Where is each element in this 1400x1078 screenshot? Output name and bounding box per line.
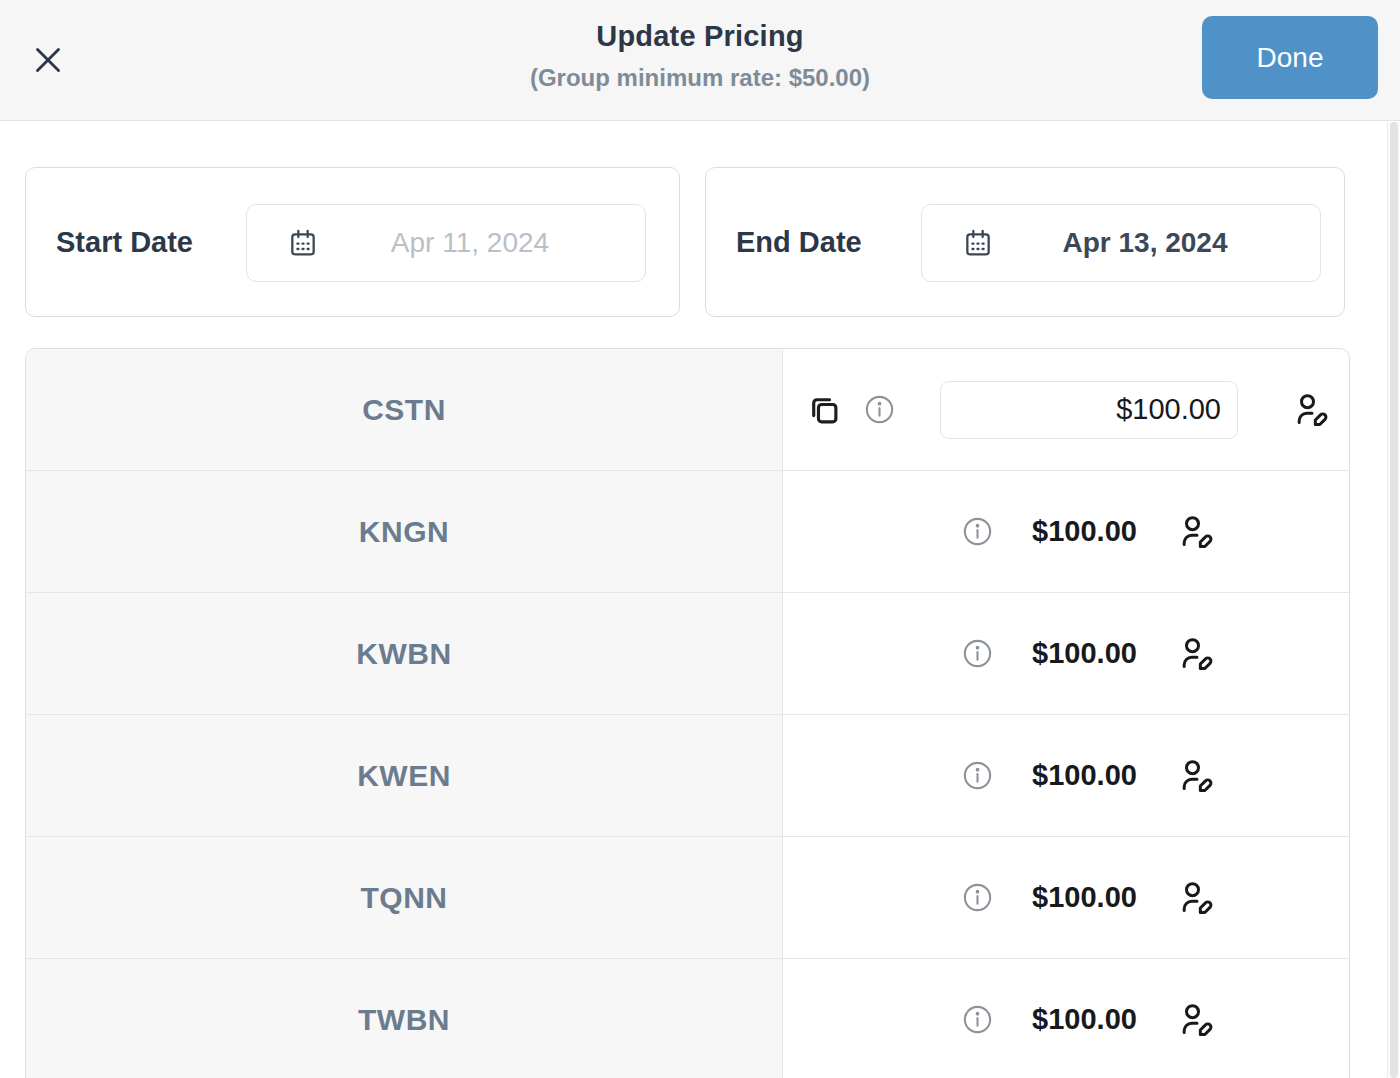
table-row: KWBN $100.00 bbox=[26, 593, 1349, 715]
price-info-button[interactable] bbox=[961, 881, 994, 914]
user-edit-icon bbox=[1290, 390, 1330, 430]
scrollbar-track[interactable] bbox=[1387, 122, 1400, 1078]
group-minimum-rate-subtitle: (Group minimum rate: $50.00) bbox=[200, 64, 1200, 92]
room-code-label: KWEN bbox=[357, 759, 451, 793]
copy-price-button[interactable] bbox=[805, 390, 843, 430]
end-date-value: Apr 13, 2024 bbox=[1015, 227, 1228, 259]
start-date-value: Apr 11, 2024 bbox=[343, 227, 549, 259]
price-info-button[interactable] bbox=[961, 759, 994, 792]
room-code-label: TQNN bbox=[361, 881, 448, 915]
price-input[interactable] bbox=[940, 381, 1238, 439]
edit-price-button[interactable] bbox=[1175, 512, 1215, 552]
calendar-icon bbox=[287, 226, 319, 260]
room-code-label: TWBN bbox=[358, 1003, 450, 1037]
user-edit-icon bbox=[1175, 634, 1215, 674]
room-code-cell: TQNN bbox=[26, 837, 783, 958]
info-icon bbox=[961, 1003, 994, 1036]
edit-price-button[interactable] bbox=[1175, 878, 1215, 918]
table-row: CSTN bbox=[26, 349, 1349, 471]
room-code-cell: KWBN bbox=[26, 593, 783, 714]
price-cell: $100.00 bbox=[805, 593, 1350, 714]
edit-price-button[interactable] bbox=[1175, 634, 1215, 674]
pricing-table: CSTNKNGN$100.00KWBN$100.00KWEN$100.00TQN… bbox=[25, 348, 1350, 1078]
title-block: Update Pricing (Group minimum rate: $50.… bbox=[200, 20, 1200, 92]
end-date-card: End Date Apr 13, 2024 bbox=[705, 167, 1345, 317]
scrollbar-thumb[interactable] bbox=[1390, 122, 1398, 1078]
x-icon bbox=[30, 42, 66, 78]
price-value: $100.00 bbox=[1032, 515, 1137, 548]
price-value: $100.00 bbox=[1032, 759, 1137, 792]
table-row: KNGN $100.00 bbox=[26, 471, 1349, 593]
calendar-icon bbox=[962, 226, 994, 260]
user-edit-icon bbox=[1175, 512, 1215, 552]
price-info-button[interactable] bbox=[961, 637, 994, 670]
price-info-button[interactable] bbox=[961, 1003, 994, 1036]
room-code-cell: KNGN bbox=[26, 471, 783, 592]
price-cell: $100.00 bbox=[805, 471, 1350, 592]
user-edit-icon bbox=[1175, 1000, 1215, 1040]
end-date-picker[interactable]: Apr 13, 2024 bbox=[921, 204, 1321, 282]
price-value: $100.00 bbox=[1032, 881, 1137, 914]
price-value: $100.00 bbox=[1032, 1003, 1137, 1036]
price-cell: $100.00 bbox=[805, 715, 1350, 836]
price-cell bbox=[783, 349, 1349, 470]
user-edit-icon bbox=[1175, 756, 1215, 796]
edit-price-button[interactable] bbox=[1175, 756, 1215, 796]
price-cell: $100.00 bbox=[805, 959, 1350, 1078]
table-row: TWBN $100.00 bbox=[26, 959, 1349, 1078]
table-row: KWEN $100.00 bbox=[26, 715, 1349, 837]
start-date-card: Start Date Apr 11, 2024 bbox=[25, 167, 680, 317]
edit-price-button[interactable] bbox=[1290, 390, 1330, 430]
room-code-cell: CSTN bbox=[26, 349, 783, 470]
info-icon bbox=[961, 759, 994, 792]
modal-header: Update Pricing (Group minimum rate: $50.… bbox=[0, 0, 1400, 121]
done-button[interactable]: Done bbox=[1202, 16, 1378, 99]
room-code-cell: KWEN bbox=[26, 715, 783, 836]
table-row: TQNN $100.00 bbox=[26, 837, 1349, 959]
price-cell: $100.00 bbox=[805, 837, 1350, 958]
info-icon bbox=[961, 637, 994, 670]
close-button[interactable] bbox=[28, 40, 68, 80]
room-code-cell: TWBN bbox=[26, 959, 783, 1078]
info-icon bbox=[961, 515, 994, 548]
start-date-picker[interactable]: Apr 11, 2024 bbox=[246, 204, 646, 282]
room-code-label: CSTN bbox=[362, 393, 446, 427]
info-icon bbox=[863, 393, 896, 426]
price-info-button[interactable] bbox=[961, 515, 994, 548]
room-code-label: KWBN bbox=[356, 637, 451, 671]
edit-price-button[interactable] bbox=[1175, 1000, 1215, 1040]
start-date-label: Start Date bbox=[56, 168, 193, 316]
room-code-label: KNGN bbox=[359, 515, 449, 549]
user-edit-icon bbox=[1175, 878, 1215, 918]
page-title: Update Pricing bbox=[200, 20, 1200, 53]
price-value: $100.00 bbox=[1032, 637, 1137, 670]
update-pricing-modal: { "modal": { "title": "Update Pricing", … bbox=[0, 0, 1400, 1078]
price-info-button[interactable] bbox=[863, 393, 896, 426]
copy-icon bbox=[805, 390, 843, 430]
info-icon bbox=[961, 881, 994, 914]
end-date-label: End Date bbox=[736, 168, 862, 316]
